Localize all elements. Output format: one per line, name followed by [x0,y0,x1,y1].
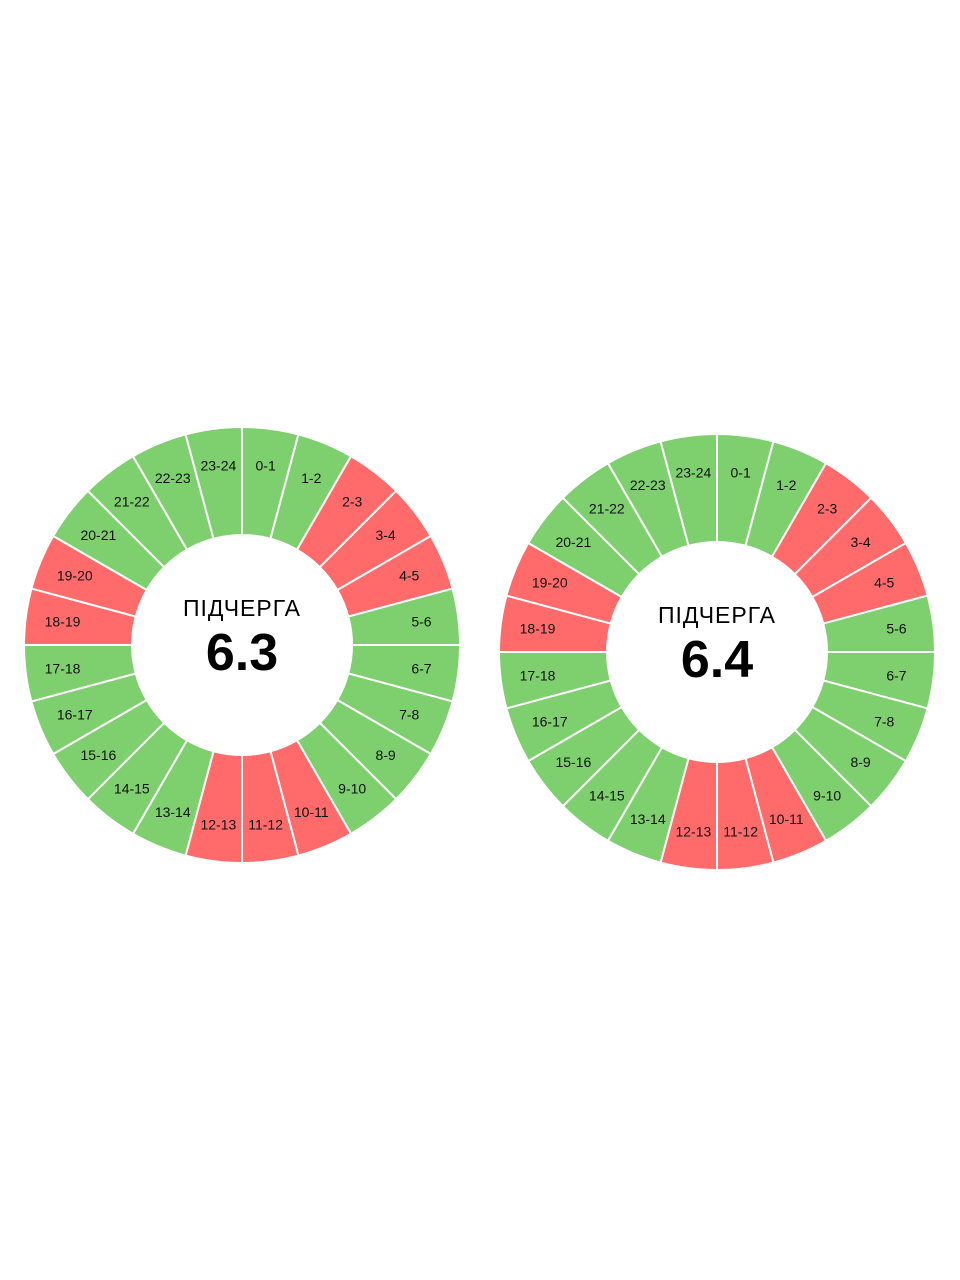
hour-label-23-24: 23-24 [200,458,236,474]
schedule-ring-svg: 0-1 1-2 2-3 3-4 4-5 5-6 6-7 7-8 8-9 9-10 10-11 11-1… [22,425,462,865]
hour-label-6-7: 6-7 [886,668,906,684]
hour-label-21-22: 21-22 [589,500,625,516]
hour-label-23-24: 23-24 [675,465,711,481]
hour-label-18-19: 18-19 [520,620,556,636]
hour-label-13-14: 13-14 [155,804,191,820]
hour-label-14-15: 14-15 [589,788,625,804]
hour-label-10-11: 10-11 [769,811,804,827]
hour-label-19-20: 19-20 [532,575,568,591]
hour-slice-23-24 [184,425,243,540]
hour-label-20-21: 20-21 [555,534,591,550]
hour-label-19-20: 19-20 [57,568,93,584]
hour-label-15-16: 15-16 [555,754,591,770]
hour-label-22-23: 22-23 [155,470,191,486]
hour-label-12-13: 12-13 [675,823,711,839]
hour-label-4-5: 4-5 [874,575,894,591]
hour-label-8-9: 8-9 [850,754,870,770]
hour-label-13-14: 13-14 [630,811,666,827]
hour-label-21-22: 21-22 [114,493,150,509]
hour-label-12-13: 12-13 [200,816,236,832]
hour-label-10-11: 10-11 [294,804,329,820]
hour-label-7-8: 7-8 [874,713,894,729]
hour-label-22-23: 22-23 [630,477,666,493]
hour-label-3-4: 3-4 [375,527,395,543]
hour-label-15-16: 15-16 [80,747,116,763]
hour-label-3-4: 3-4 [850,534,870,550]
hour-label-20-21: 20-21 [80,527,116,543]
hour-label-9-10: 9-10 [813,788,841,804]
hour-label-5-6: 5-6 [886,620,906,636]
hour-label-1-2: 1-2 [776,477,796,493]
hour-slice-23-24 [659,432,718,547]
schedule-ring-6-3: 0-1 1-2 2-3 3-4 4-5 5-6 6-7 7-8 8-9 9-10 10-11 11-1… [22,425,462,865]
hour-label-4-5: 4-5 [399,568,419,584]
hour-label-9-10: 9-10 [338,781,366,797]
hour-label-5-6: 5-6 [411,613,431,629]
ring-caption: ПІДЧЕРГА [658,602,776,628]
hour-label-18-19: 18-19 [45,613,81,629]
hour-label-2-3: 2-3 [342,493,362,509]
hour-label-8-9: 8-9 [375,747,395,763]
hour-label-1-2: 1-2 [301,470,321,486]
hour-label-7-8: 7-8 [399,706,419,722]
hour-label-11-12: 11-12 [248,816,283,832]
hour-label-0-1: 0-1 [731,465,751,481]
hour-label-2-3: 2-3 [817,500,837,516]
hour-label-16-17: 16-17 [532,713,568,729]
hour-label-11-12: 11-12 [723,823,758,839]
hour-label-16-17: 16-17 [57,706,93,722]
hour-label-6-7: 6-7 [411,661,431,677]
ring-caption: ПІДЧЕРГА [183,595,301,621]
hour-label-17-18: 17-18 [520,668,556,684]
hour-label-14-15: 14-15 [114,781,150,797]
schedule-ring-6-4: 0-1 1-2 2-3 3-4 4-5 5-6 6-7 7-8 8-9 9-10 10-11 11-1… [497,432,937,872]
hour-label-17-18: 17-18 [45,661,81,677]
schedule-ring-svg: 0-1 1-2 2-3 3-4 4-5 5-6 6-7 7-8 8-9 9-10 10-11 11-1… [497,432,937,872]
ring-queue-number: 6.3 [205,624,279,682]
ring-queue-number: 6.4 [680,631,754,689]
hour-label-0-1: 0-1 [256,458,276,474]
